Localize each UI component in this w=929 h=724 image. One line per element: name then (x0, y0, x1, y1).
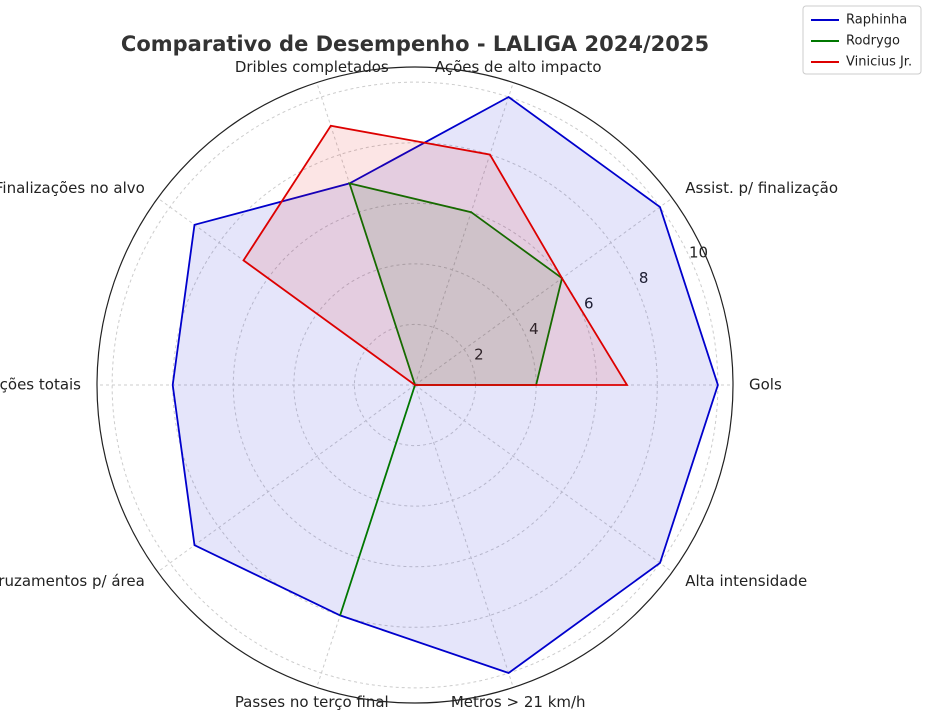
spoke (414, 384, 514, 688)
axis-label: Gols (749, 376, 782, 394)
legend: Raphinha Rodrygo Vinicius Jr. (802, 5, 922, 75)
axis-label: Dribles completados (235, 58, 389, 76)
legend-label: Vinicius Jr. (846, 55, 912, 70)
axis-label: Assist. p/ finalização (685, 179, 838, 197)
spoke (414, 197, 673, 386)
series-area (242, 124, 629, 386)
series-area (339, 182, 564, 616)
axis-label: Cruzamentos p/ área (0, 572, 145, 590)
r-tick-label: 4 (529, 320, 539, 338)
spoke (414, 384, 673, 573)
spoke (157, 384, 416, 573)
axis-label: Ações de alto impacto (435, 58, 602, 76)
axis-label: Passes no terço final (235, 693, 389, 711)
outer-circle (96, 66, 734, 704)
r-tick-label: 10 (689, 243, 708, 261)
chart-title: Comparativo de Desempenho - LALIGA 2024/… (121, 32, 709, 56)
r-tick-label: 6 (584, 294, 594, 312)
legend-label: Rodrygo (846, 34, 900, 49)
r-tick-label: 2 (474, 346, 484, 364)
axis-label: Finalizações totais (0, 376, 81, 394)
axis-label: Alta intensidade (685, 572, 807, 590)
axis-label: Finalizações no alvo (0, 179, 145, 197)
legend-label: Raphinha (846, 13, 907, 28)
axis-label: Metros > 21 km/h (451, 693, 586, 711)
spoke (414, 82, 514, 386)
r-tick-label: 8 (639, 269, 649, 287)
legend-box (802, 5, 922, 75)
